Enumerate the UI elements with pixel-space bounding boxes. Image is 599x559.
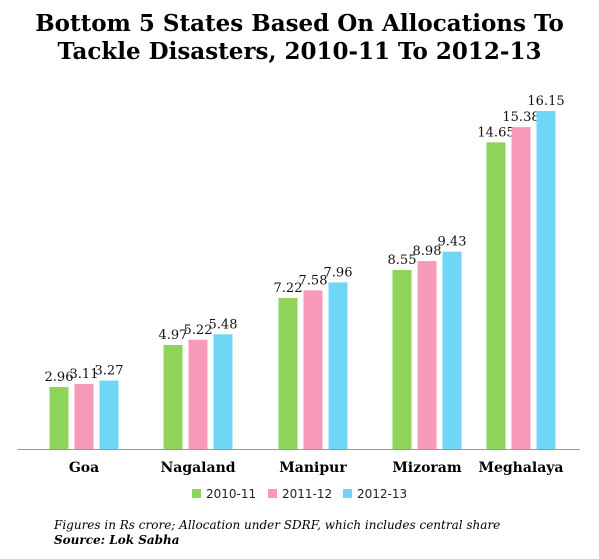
bar-mizoram-2010-11 [392,270,412,449]
source-text: Source: Lok Sabha [54,533,180,547]
chart-title-line-2: Tackle Disasters, 2010-11 To 2012-13 [57,38,542,65]
chart-title-line-1: Bottom 5 States Based On Allocations To [35,10,564,37]
bar-value-label: 3.11 [70,367,99,382]
bar-nagaland-2012-13 [213,334,233,449]
bar-mizoram-2012-13 [442,251,462,449]
bar-value-label: 2.96 [45,370,74,385]
chart-footnote: Figures in Rs crore; Allocation under SD… [54,518,500,548]
category-label-goa: Goa [69,460,99,476]
legend-label-2011-12: 2011-12 [282,487,332,501]
category-label-meghalaya: Meghalaya [478,460,563,476]
bar-value-label: 15.38 [502,110,539,125]
bar-goa-2010-11 [49,387,69,449]
bar-mizoram-2011-12 [417,261,437,449]
legend-swatch-2010-11 [192,489,201,498]
legend-label-2012-13: 2012-13 [357,487,407,501]
bar-value-label: 8.55 [388,253,417,268]
category-label-nagaland: Nagaland [160,460,235,476]
bar-value-label: 8.98 [413,244,442,259]
legend-label-2010-11: 2010-11 [206,487,256,501]
bar-value-label: 5.48 [209,317,238,332]
bar-meghalaya-2010-11 [486,142,506,449]
bar-meghalaya-2011-12 [511,127,531,449]
bar-goa-2011-12 [74,383,94,449]
bar-value-label: 4.97 [159,328,188,343]
bar-manipur-2010-11 [278,297,298,449]
bar-value-label: 9.43 [438,235,467,250]
bar-value-label: 7.58 [299,273,328,288]
footnote-text: Figures in Rs crore; Allocation under SD… [54,518,501,532]
bar-meghalaya-2012-13 [536,111,556,449]
bar-value-label: 16.15 [527,94,564,109]
bar-value-label: 14.65 [477,125,514,140]
bar-value-label: 3.27 [95,364,124,379]
category-label-manipur: Manipur [279,460,347,476]
bar-nagaland-2011-12 [188,339,208,449]
bar-goa-2012-13 [99,380,119,449]
bar-nagaland-2010-11 [163,344,183,449]
legend-swatch-2011-12 [268,489,277,498]
bar-manipur-2011-12 [303,290,323,449]
legend-swatch-2012-13 [343,489,352,498]
bar-value-label: 7.22 [274,281,303,296]
bar-value-label: 5.22 [184,323,213,338]
chart-title: Bottom 5 States Based On Allocations To … [0,10,599,66]
bar-value-label: 7.96 [324,265,353,280]
category-label-mizoram: Mizoram [392,460,462,476]
bar-manipur-2012-13 [328,282,348,449]
